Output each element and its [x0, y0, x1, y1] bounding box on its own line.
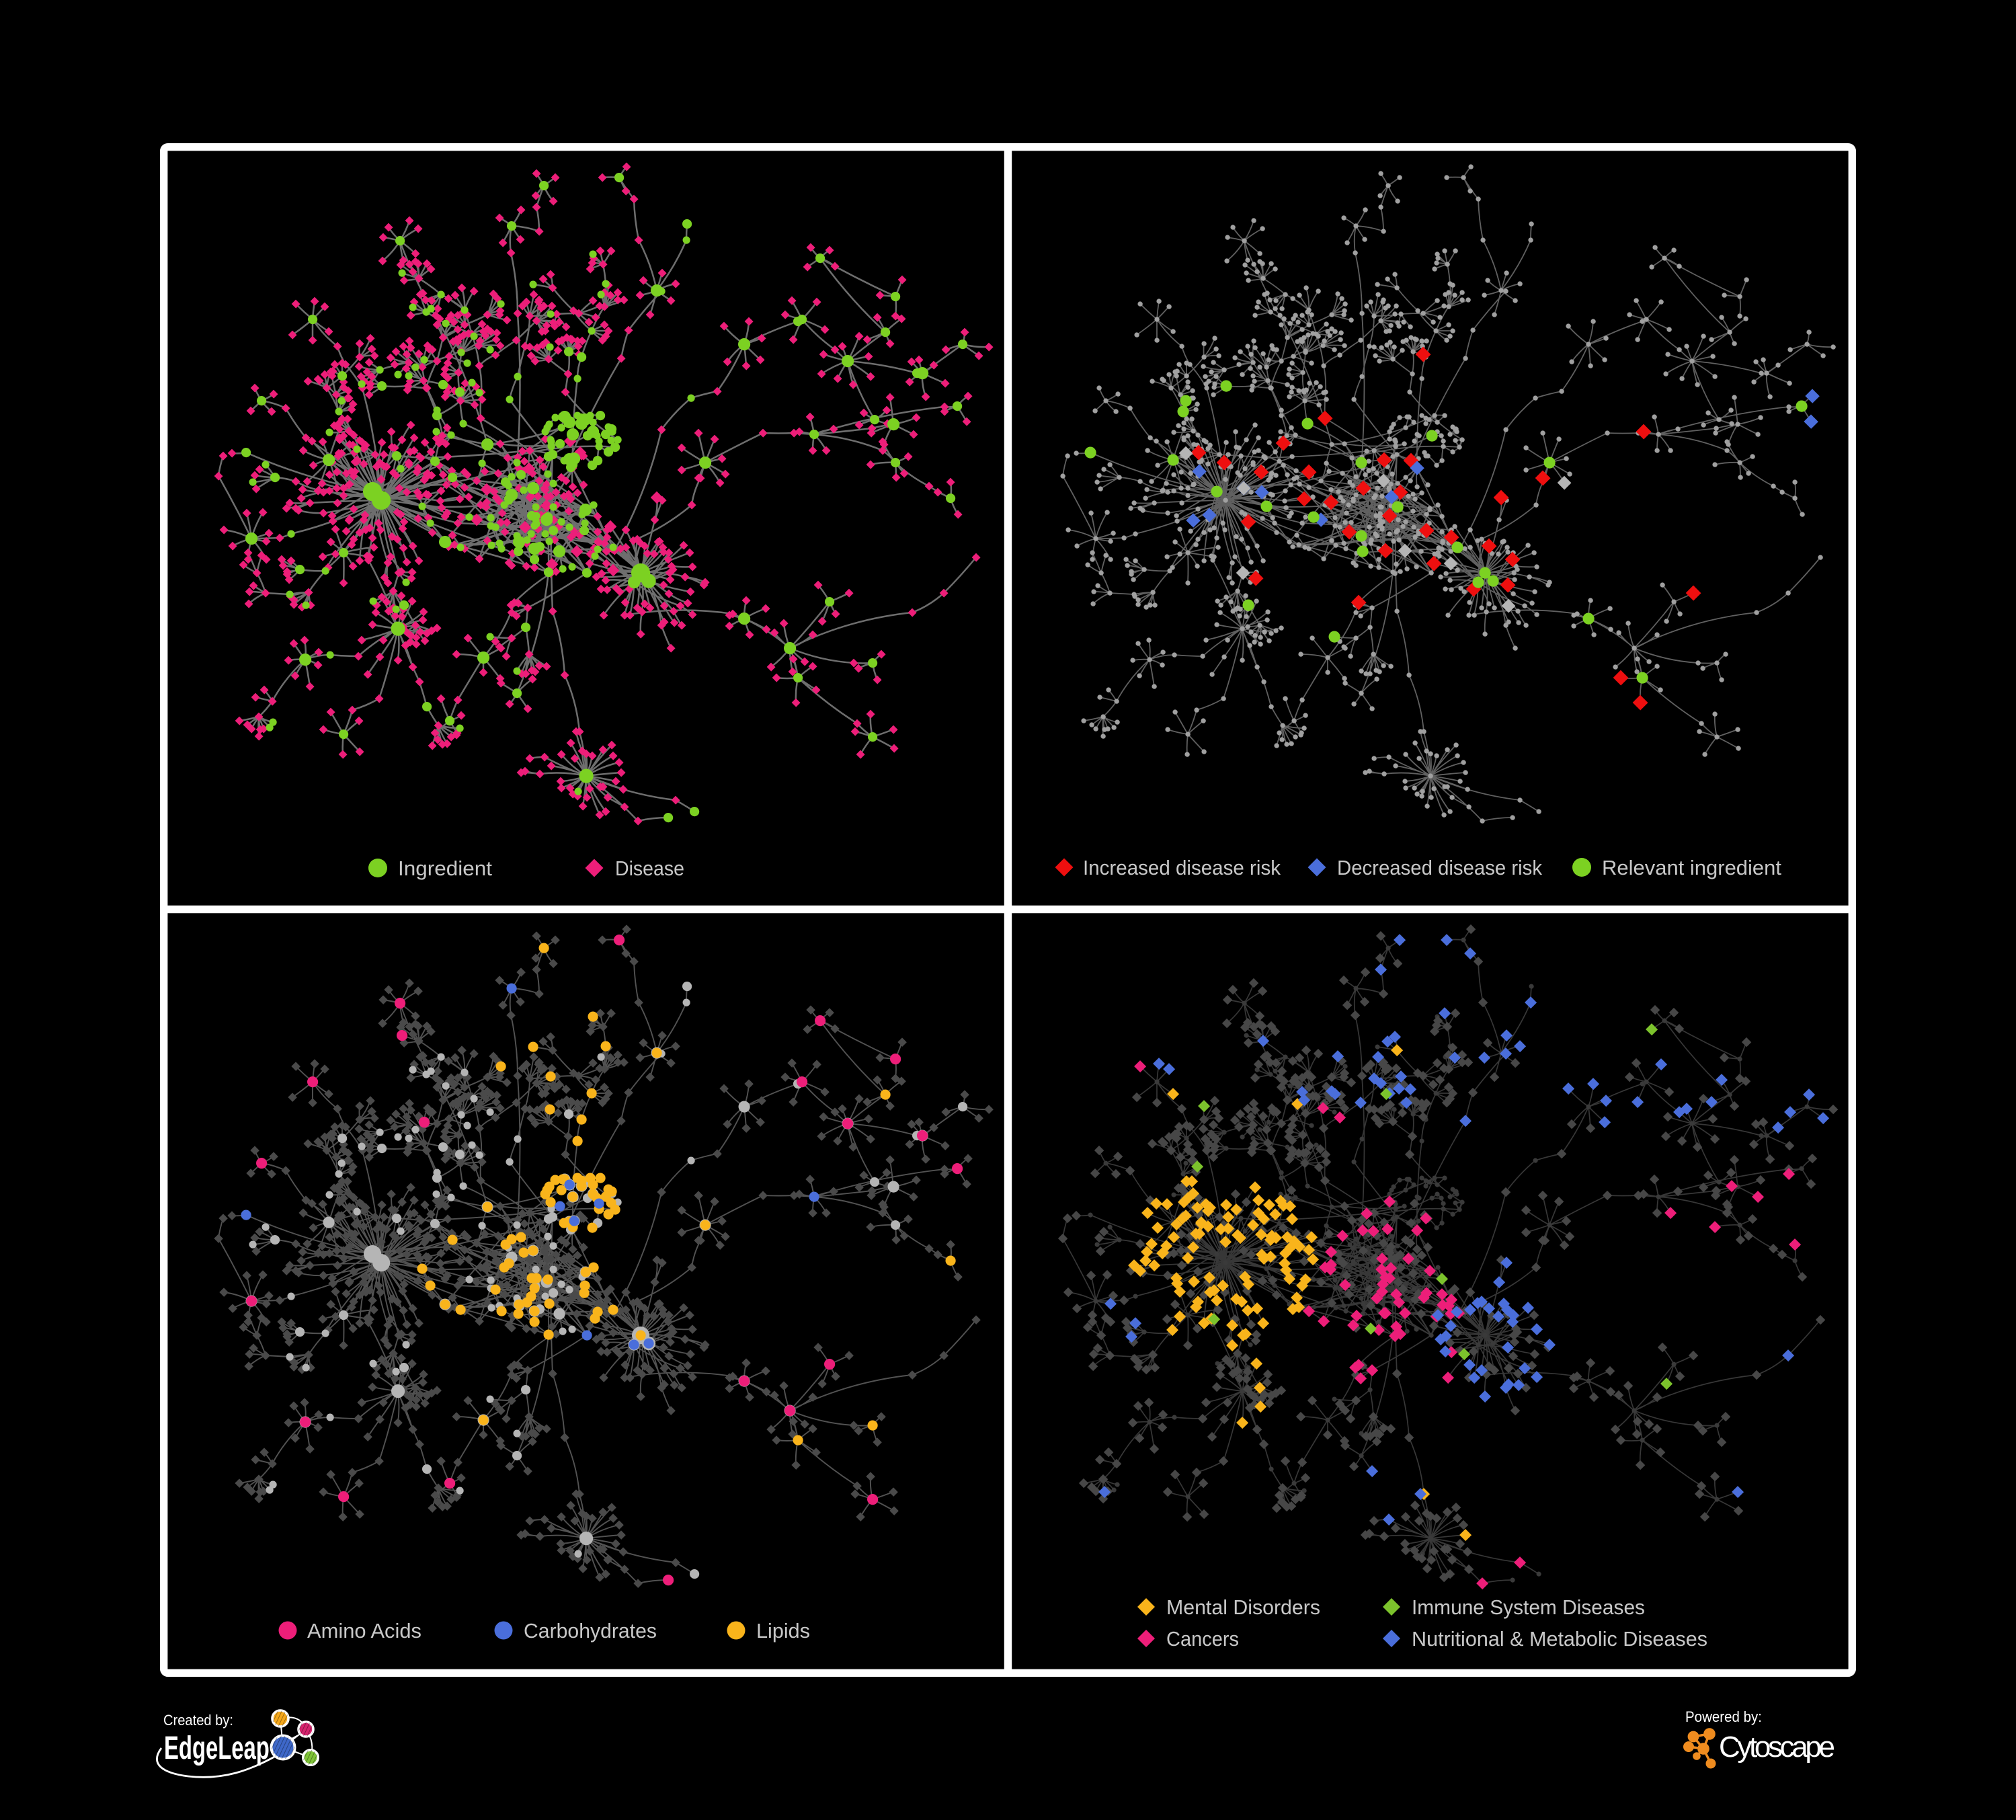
svg-text:Decreased disease risk: Decreased disease risk	[1337, 856, 1542, 879]
svg-text:Nutritional & Metabolic Diseas: Nutritional & Metabolic Diseases	[1412, 1627, 1707, 1651]
svg-text:Disease: Disease	[615, 857, 684, 880]
svg-text:Increased disease risk: Increased disease risk	[1083, 856, 1281, 879]
svg-text:Ingredient: Ingredient	[398, 857, 492, 880]
svg-text:Mental Disorders: Mental Disorders	[1166, 1595, 1320, 1619]
svg-text:Cancers: Cancers	[1166, 1627, 1239, 1651]
svg-text:Lipids: Lipids	[756, 1619, 810, 1643]
svg-text:Created by:: Created by:	[163, 1712, 233, 1729]
svg-text:Relevant ingredient: Relevant ingredient	[1602, 856, 1781, 879]
svg-text:Carbohydrates: Carbohydrates	[524, 1619, 657, 1643]
svg-text:Amino Acids: Amino Acids	[307, 1619, 421, 1643]
svg-text:Immune System Diseases: Immune System Diseases	[1412, 1595, 1645, 1619]
svg-text:Cytoscape: Cytoscape	[1719, 1731, 1835, 1764]
svg-text:EdgeLeap: EdgeLeap	[164, 1730, 270, 1766]
svg-text:Powered by:: Powered by:	[1685, 1708, 1762, 1725]
